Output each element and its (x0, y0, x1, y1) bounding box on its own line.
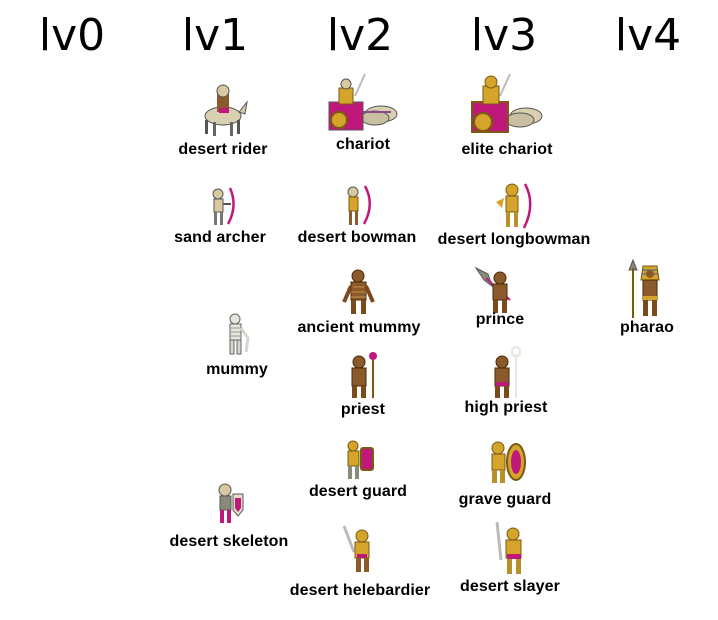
unit-label: desert guard (308, 483, 408, 500)
high-priest-sprite (494, 346, 521, 398)
unit-label: desert helebardier (289, 582, 431, 599)
desert-guard-sprite (347, 440, 374, 479)
unit-desert-rider: desert rider (143, 82, 303, 160)
unit-mummy: mummy (157, 312, 317, 380)
desert-slayer-sprite (495, 521, 522, 574)
unit-label: elite chariot (461, 141, 553, 158)
unit-label: grave guard (458, 491, 552, 508)
unit-label: sand archer (174, 229, 266, 246)
unit-label: chariot (335, 136, 391, 153)
elite-chariot-sprite (471, 73, 543, 133)
unit-pharao: pharao (567, 258, 718, 338)
unit-label: prince (475, 311, 525, 328)
desert-rider-sprite (204, 84, 248, 136)
unit-label: desert bowman (297, 229, 417, 246)
desert-helebardier-sprite (342, 525, 370, 572)
level-header-lv3: lv3 (470, 10, 538, 61)
unit-priest: priest (283, 350, 443, 420)
unit-prince: prince (420, 266, 580, 330)
pharao-sprite (628, 258, 660, 318)
prince-sprite (474, 266, 511, 313)
unit-desert-slayer: desert slayer (430, 520, 590, 597)
unit-elite-chariot: elite chariot (427, 72, 587, 160)
unit-label: desert skeleton (169, 533, 289, 550)
unit-label: high priest (464, 399, 548, 416)
unit-sand-archer: sand archer (140, 186, 300, 248)
desert-skeleton-sprite (218, 483, 244, 523)
unit-desert-bowman: desert bowman (277, 184, 437, 248)
unit-grave-guard: grave guard (425, 438, 585, 510)
unit-desert-longbowman: desert longbowman (434, 182, 594, 250)
unit-label: priest (340, 401, 386, 418)
grave-guard-sprite (491, 441, 526, 483)
sand-archer-sprite (212, 187, 235, 225)
unit-label: desert slayer (459, 578, 561, 595)
chariot-sprite (328, 73, 398, 131)
level-header-lv0: lv0 (38, 10, 106, 61)
unit-label: ancient mummy (297, 319, 421, 336)
unit-high-priest: high priest (426, 346, 586, 418)
unit-label: mummy (206, 361, 268, 378)
desert-bowman-sprite (347, 185, 371, 225)
desert-longbowman-sprite (496, 183, 532, 229)
unit-label: pharao (620, 319, 674, 336)
level-header-lv2: lv2 (326, 10, 394, 61)
priest-sprite (351, 352, 377, 398)
unit-desert-helebardier: desert helebardier (280, 524, 440, 601)
unit-desert-guard: desert guard (278, 438, 438, 502)
mummy-sprite (229, 313, 250, 355)
unit-chariot: chariot (283, 72, 443, 155)
level-header-lv1: lv1 (181, 10, 249, 61)
unit-label: desert rider (178, 141, 268, 158)
unit-label: desert longbowman (437, 231, 591, 248)
level-header-lv4: lv4 (614, 10, 682, 61)
ancient-mummy-sprite (342, 269, 375, 314)
unit-desert-skeleton: desert skeleton (149, 482, 309, 552)
unit-ancient-mummy: ancient mummy (279, 268, 439, 338)
